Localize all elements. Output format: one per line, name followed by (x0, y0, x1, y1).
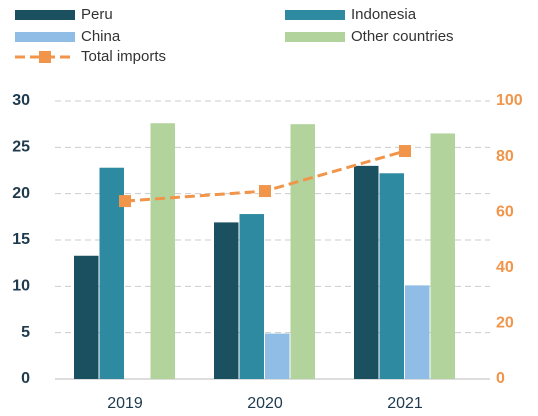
bar (265, 333, 290, 379)
y-tick-label: 10 (12, 278, 30, 295)
bar (379, 173, 404, 379)
y-tick-label: 25 (12, 139, 30, 156)
bar (150, 123, 175, 380)
y-tick-label: 30 (12, 92, 30, 109)
x-tick-label: 2021 (387, 395, 423, 412)
line-marker (399, 145, 411, 158)
x-tick-label: 2019 (107, 395, 143, 412)
bar (430, 133, 455, 379)
bar (214, 222, 239, 379)
y-tick-label: 15 (12, 231, 30, 248)
legend-label: Peru (81, 6, 113, 23)
y2-tick-label: 100 (496, 92, 523, 109)
legend-swatch (15, 32, 75, 42)
y-tick-label: 0 (21, 370, 30, 387)
y2-tick-label: 20 (496, 315, 514, 332)
legend-swatch (285, 10, 345, 20)
bar (354, 165, 379, 379)
line-marker (119, 195, 131, 208)
y2-tick-label: 40 (496, 259, 514, 276)
y2-tick-label: 60 (496, 203, 514, 220)
legend-label: Indonesia (351, 6, 417, 23)
x-tick-label: 2020 (247, 395, 283, 412)
bar (290, 124, 315, 380)
bar (239, 214, 264, 379)
y-tick-label: 5 (21, 324, 30, 341)
y-tick-label: 20 (12, 185, 30, 202)
bar (405, 285, 430, 379)
legend-swatch (285, 32, 345, 42)
y2-tick-label: 0 (496, 370, 505, 387)
y2-tick-label: 80 (496, 148, 514, 165)
legend-label: Total imports (81, 48, 166, 65)
legend-label: Other countries (351, 28, 454, 45)
legend-swatch (15, 10, 75, 20)
legend-label: China (81, 28, 121, 45)
legend-marker (39, 51, 51, 63)
bar (74, 255, 99, 379)
line-marker (259, 185, 271, 198)
